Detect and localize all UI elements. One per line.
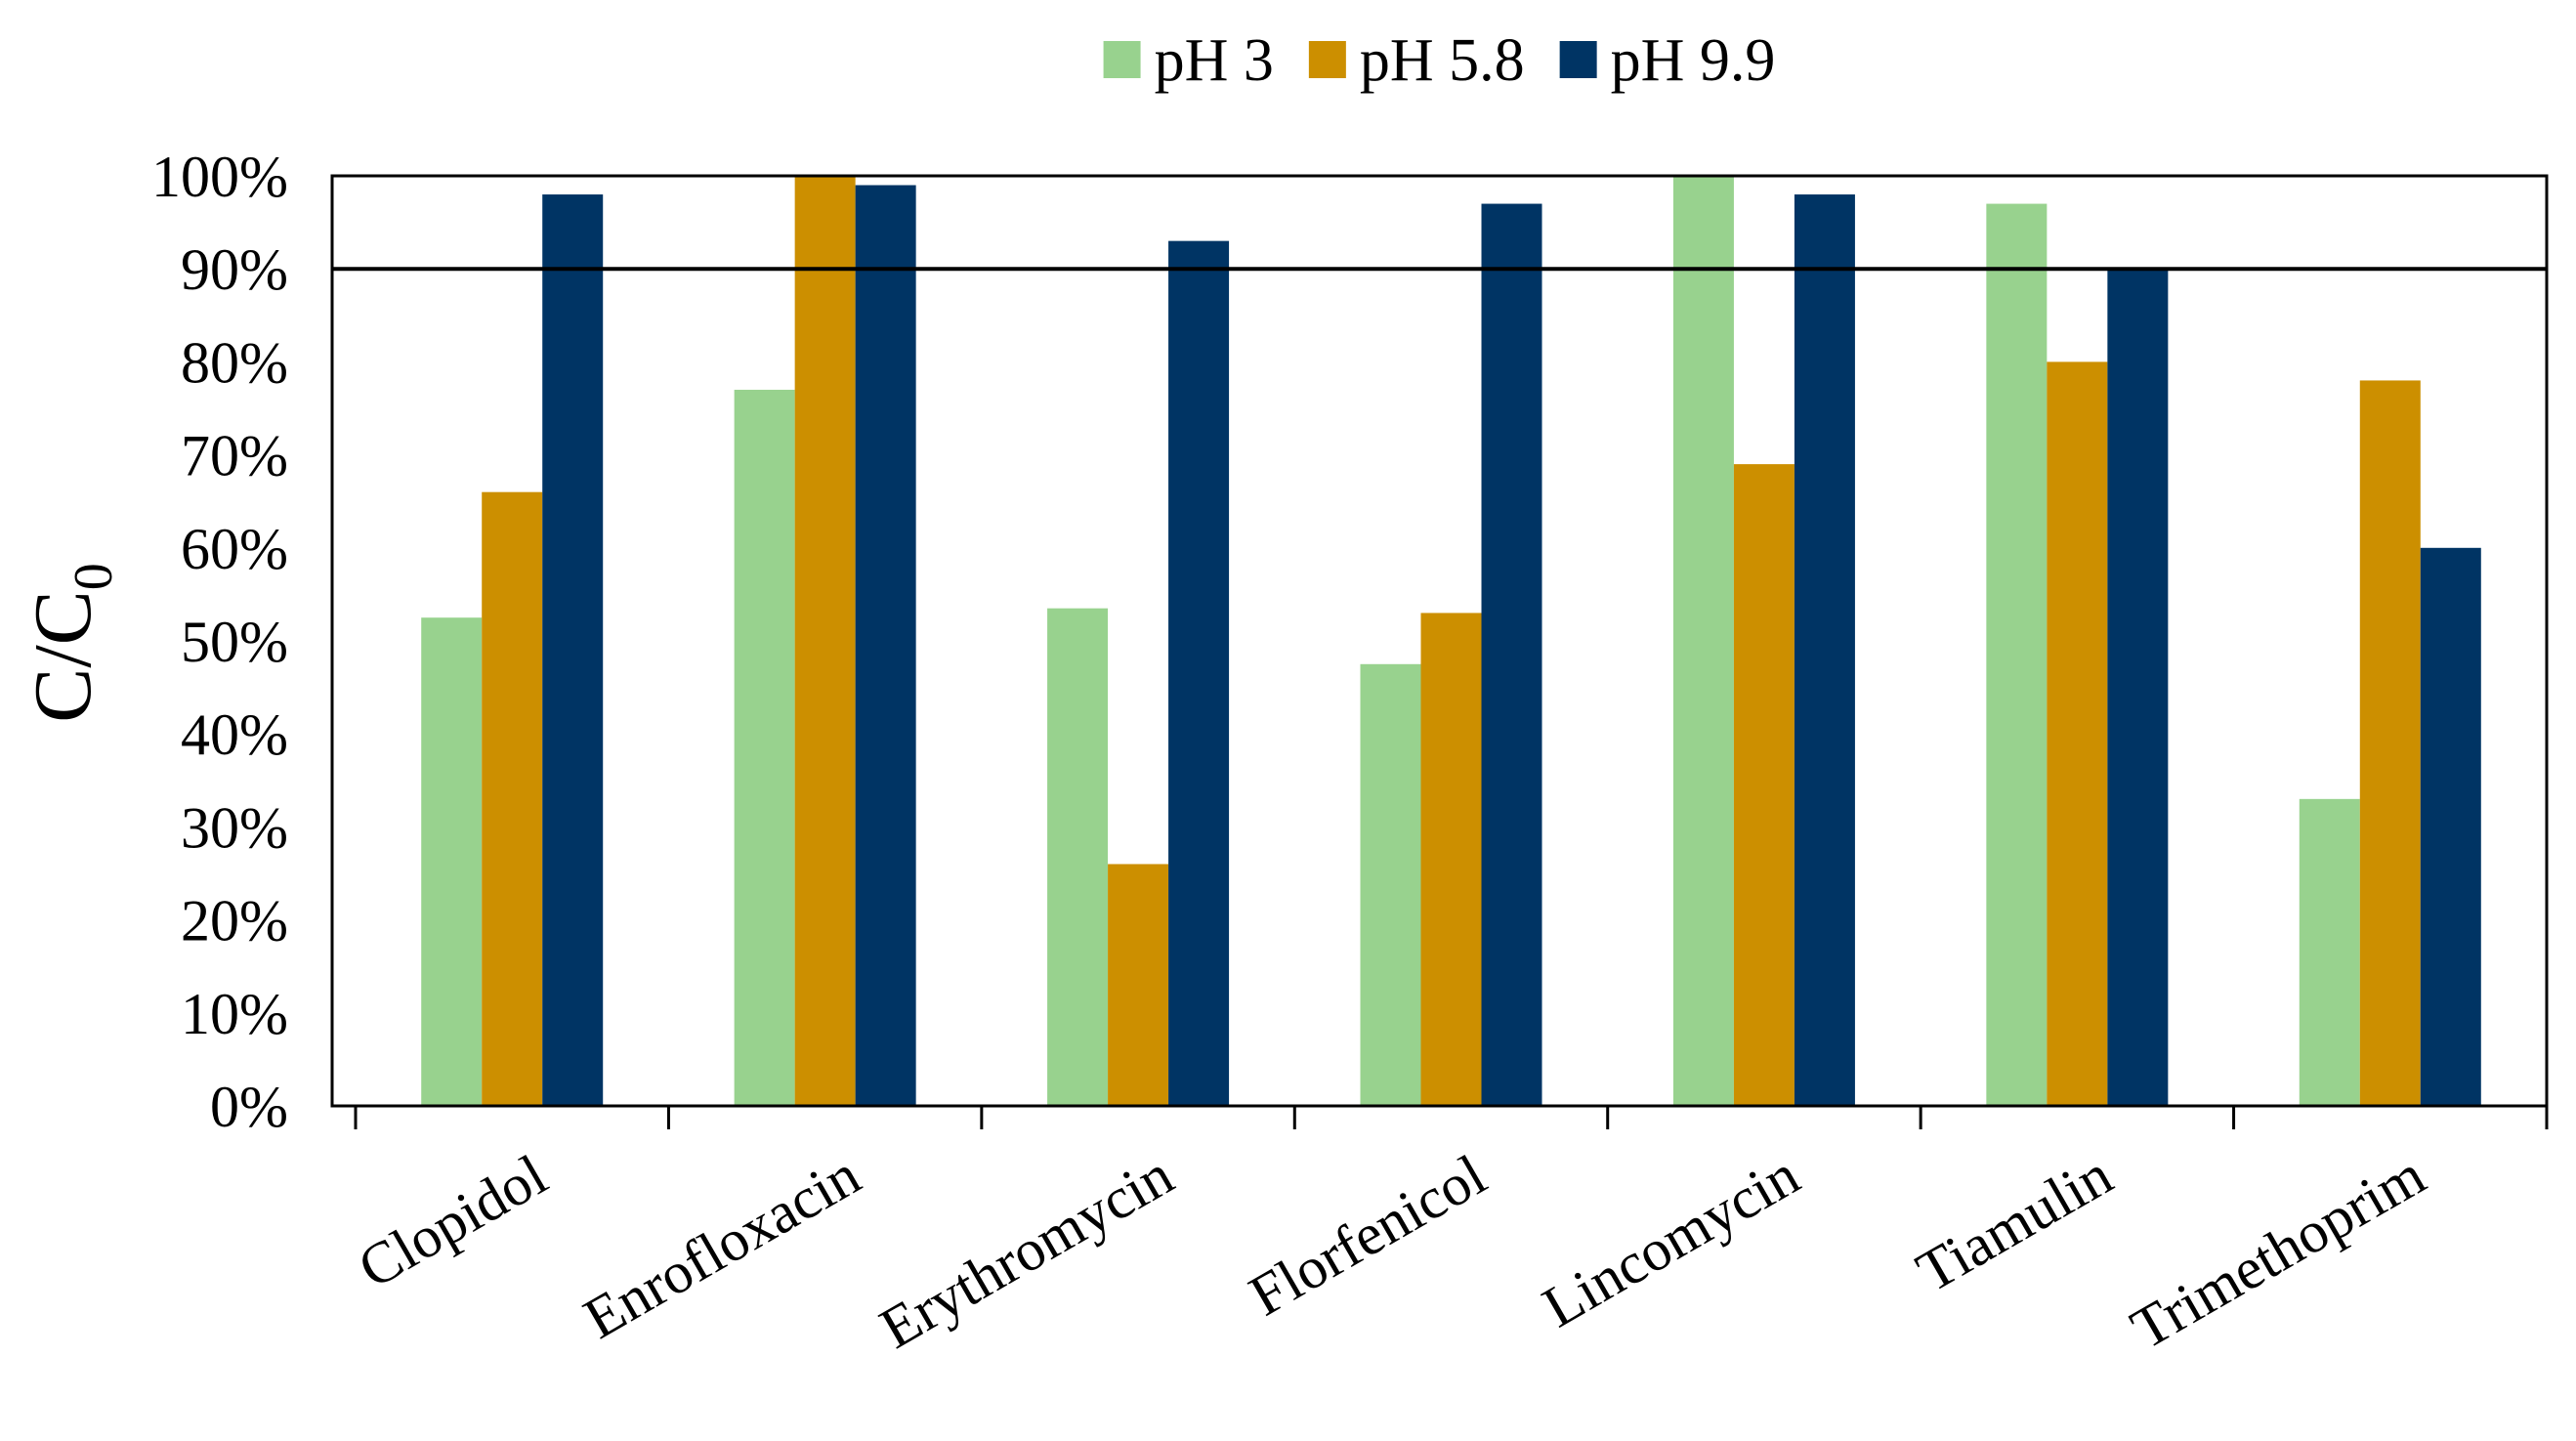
x-tick-label: Clopidol bbox=[348, 1142, 558, 1300]
legend-swatch bbox=[1308, 41, 1346, 78]
bar-florfenicol-series-2 bbox=[1481, 203, 1542, 1106]
bar-florfenicol-series-0 bbox=[1360, 663, 1421, 1106]
y-tick-label: 90% bbox=[181, 237, 288, 302]
y-axis-title-text: C/C bbox=[18, 590, 108, 722]
legend-label: pH 5.8 bbox=[1360, 27, 1525, 94]
legend-label: pH 3 bbox=[1155, 27, 1274, 94]
bar-erythromycin-series-0 bbox=[1047, 608, 1109, 1106]
legend: pH 3 pH 5.8 pH 9.9 bbox=[1103, 27, 1776, 94]
bar-clopidol-series-1 bbox=[482, 491, 543, 1106]
bar-enrofloxacin-series-2 bbox=[855, 185, 916, 1106]
bar-trimethoprim-series-2 bbox=[2420, 547, 2481, 1106]
y-tick-label: 100% bbox=[151, 145, 288, 209]
legend-swatch bbox=[1103, 41, 1141, 78]
y-tick-label: 0% bbox=[210, 1075, 288, 1139]
bar-trimethoprim-series-0 bbox=[2299, 798, 2360, 1106]
x-axis bbox=[354, 1104, 2549, 1129]
y-axis-title-subscript: 0 bbox=[63, 563, 124, 590]
y-tick-label: 20% bbox=[181, 889, 288, 954]
legend-item: pH 9.9 bbox=[1559, 27, 1776, 94]
y-tick-label: 80% bbox=[181, 330, 288, 395]
x-tick-label: Trimethoprim bbox=[2121, 1142, 2436, 1361]
y-tick-label: 40% bbox=[181, 702, 288, 767]
y-tick-label: 50% bbox=[181, 610, 288, 674]
legend-item: pH 3 bbox=[1103, 27, 1274, 94]
y-axis-ticks: 0% 10% 20% 30% 40% 50% 60% 70% 80% 90% 100% bbox=[151, 145, 288, 1139]
x-tick-label: Erythromycin bbox=[869, 1142, 1184, 1361]
bar-erythromycin-series-2 bbox=[1168, 240, 1230, 1106]
y-tick-label: 70% bbox=[181, 424, 288, 488]
y-tick-label: 60% bbox=[181, 517, 288, 581]
y-axis-label: C/C0 bbox=[18, 563, 124, 722]
bar-lincomycin-series-2 bbox=[1794, 194, 1855, 1107]
bar-enrofloxacin-series-1 bbox=[794, 176, 856, 1106]
legend-swatch bbox=[1559, 41, 1597, 78]
bar-tiamulin-series-0 bbox=[1986, 203, 2048, 1106]
bar-clopidol-series-0 bbox=[421, 617, 483, 1106]
y-tick-label: 10% bbox=[181, 982, 288, 1046]
x-tick-label: Florfenicol bbox=[1239, 1142, 1497, 1328]
x-tick-label: Enrofloxacin bbox=[573, 1142, 870, 1351]
bar-enrofloxacin-series-0 bbox=[734, 389, 795, 1107]
x-tick-label: Tiamulin bbox=[1906, 1142, 2123, 1304]
x-tick-label: Lincomycin bbox=[1532, 1142, 1809, 1339]
bars bbox=[421, 176, 2481, 1107]
bar-trimethoprim-series-1 bbox=[2359, 380, 2421, 1106]
bar-erythromycin-series-1 bbox=[1108, 864, 1169, 1106]
bar-clopidol-series-2 bbox=[542, 194, 604, 1107]
bar-lincomycin-series-1 bbox=[1733, 464, 1795, 1106]
bar-tiamulin-series-2 bbox=[2107, 269, 2169, 1106]
y-axis-title: C/C0 bbox=[18, 563, 124, 722]
bar-tiamulin-series-1 bbox=[2047, 361, 2108, 1106]
legend-label: pH 9.9 bbox=[1611, 27, 1776, 94]
bar-florfenicol-series-1 bbox=[1420, 613, 1482, 1106]
y-tick-label: 30% bbox=[181, 795, 288, 860]
legend-item: pH 5.8 bbox=[1308, 27, 1525, 94]
bar-lincomycin-series-0 bbox=[1672, 176, 1734, 1106]
